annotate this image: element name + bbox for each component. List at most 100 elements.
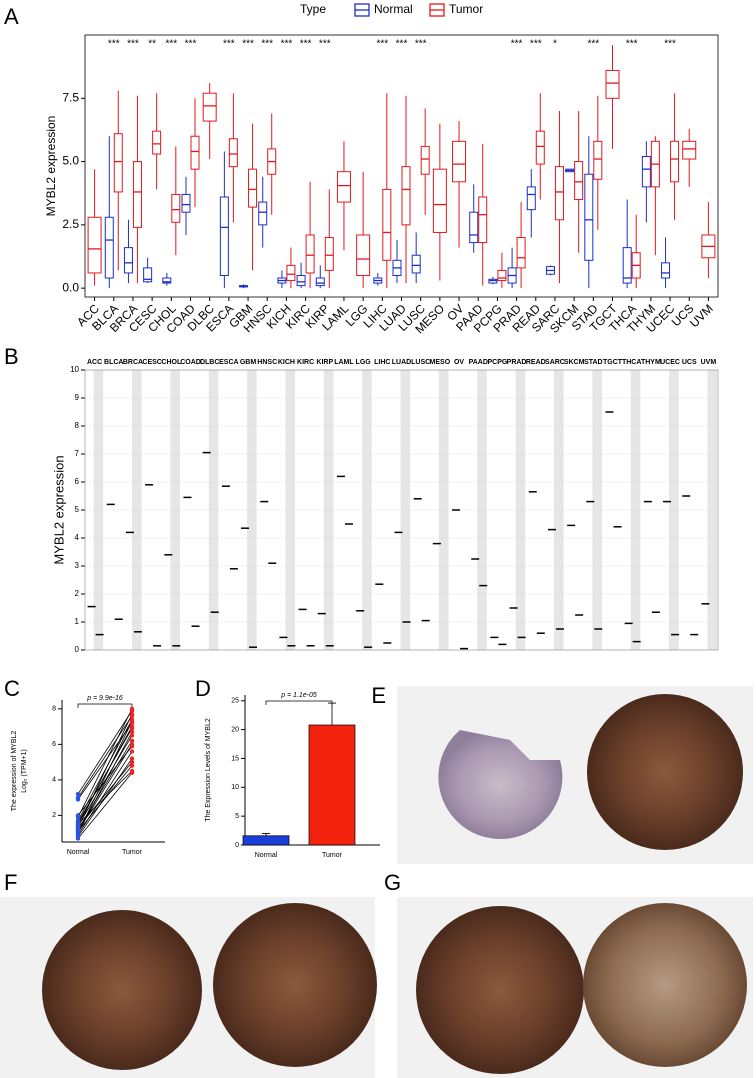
significance-label: *** bbox=[530, 39, 542, 50]
y-axis-label: MYBL2 expression bbox=[44, 116, 58, 217]
category-band bbox=[707, 370, 718, 650]
ihc-panel-e bbox=[397, 686, 753, 864]
box bbox=[682, 140, 697, 160]
box bbox=[219, 196, 229, 276]
box bbox=[171, 193, 181, 223]
significance-label: *** bbox=[319, 39, 331, 50]
significance-bracket bbox=[265, 700, 333, 705]
box bbox=[478, 196, 488, 244]
category-label: LIHC bbox=[374, 359, 390, 366]
box bbox=[574, 161, 584, 201]
box bbox=[202, 92, 217, 122]
ihc-panel-g bbox=[397, 897, 753, 1078]
point bbox=[129, 763, 135, 768]
legend-title: Type bbox=[300, 2, 326, 16]
significance-label: *** bbox=[396, 39, 408, 50]
category-label: LUSC bbox=[411, 359, 430, 366]
y-tick-label: 5.0 bbox=[62, 154, 79, 168]
box bbox=[584, 173, 594, 261]
category-label: UCEC bbox=[660, 359, 680, 366]
x-tick-label: Tumor bbox=[122, 849, 143, 856]
pair-line bbox=[77, 721, 133, 834]
box bbox=[526, 186, 536, 211]
ihc-panel-f bbox=[0, 897, 377, 1078]
category-label: READ bbox=[526, 359, 546, 366]
x-tick-label: UVM bbox=[687, 301, 716, 330]
pair-line bbox=[77, 765, 133, 832]
point bbox=[129, 729, 135, 735]
y-tick-label: 8 bbox=[52, 706, 56, 713]
significance-label: ** bbox=[148, 39, 156, 50]
category-band bbox=[247, 370, 257, 650]
box bbox=[315, 277, 325, 287]
significance-label: *** bbox=[261, 39, 273, 50]
category-band bbox=[323, 370, 334, 650]
box bbox=[258, 201, 268, 226]
box bbox=[113, 133, 123, 193]
y-axis-label: The Expression Levels of MYBL2 bbox=[205, 718, 212, 822]
category-label: UVM bbox=[701, 359, 717, 366]
significance-label: *** bbox=[185, 39, 197, 50]
panel-label: C bbox=[4, 676, 20, 701]
point bbox=[75, 822, 81, 827]
plot-frame bbox=[84, 369, 719, 651]
point bbox=[75, 813, 81, 818]
x-tick-label: Normal bbox=[255, 852, 278, 859]
y-axis-label: MYBL2 expression bbox=[51, 455, 66, 564]
significance-label: *** bbox=[127, 39, 139, 50]
box bbox=[104, 216, 114, 279]
y-tick-label: 0 bbox=[235, 842, 239, 849]
box bbox=[305, 234, 315, 274]
y-tick-label: 8 bbox=[75, 421, 80, 430]
significance-label: *** bbox=[664, 39, 676, 50]
point bbox=[129, 743, 135, 749]
bar bbox=[242, 835, 290, 846]
significance-label: * bbox=[553, 39, 557, 50]
category-label: HNSC bbox=[257, 359, 277, 366]
panel-label: A bbox=[4, 4, 19, 29]
point bbox=[75, 825, 81, 830]
pair-line bbox=[77, 710, 133, 795]
category-label: LGG bbox=[356, 359, 372, 366]
y-tick-label: 10 bbox=[231, 784, 239, 791]
point bbox=[75, 797, 81, 802]
point bbox=[129, 749, 135, 754]
category-label: ESCA bbox=[219, 359, 238, 366]
point bbox=[75, 830, 81, 836]
y-axis-label: Log₂ (TPM+1) bbox=[21, 749, 28, 793]
box bbox=[554, 166, 564, 221]
box bbox=[286, 264, 296, 282]
category-label: CESC bbox=[142, 359, 161, 366]
category-label: ACC bbox=[87, 359, 102, 366]
box bbox=[296, 274, 306, 287]
box bbox=[593, 140, 603, 180]
point bbox=[129, 719, 135, 724]
legend-label: Normal bbox=[374, 2, 413, 16]
point bbox=[75, 836, 81, 841]
error-bar bbox=[262, 833, 270, 836]
point bbox=[75, 791, 81, 797]
box bbox=[605, 69, 620, 99]
box bbox=[661, 262, 671, 279]
tissue-core bbox=[587, 694, 743, 850]
pair-line bbox=[77, 751, 133, 836]
point bbox=[129, 724, 135, 729]
category-label: BRCA bbox=[123, 359, 143, 366]
y-tick-label: 15 bbox=[231, 755, 239, 762]
box bbox=[452, 140, 467, 183]
category-label: GBM bbox=[240, 359, 257, 366]
panel-label: B bbox=[4, 344, 19, 369]
category-label: BLCA bbox=[104, 359, 123, 366]
x-tick-label: Tumor bbox=[322, 852, 343, 859]
box bbox=[535, 130, 545, 165]
y-tick-label: 1 bbox=[75, 617, 80, 626]
category-label: SARC bbox=[545, 359, 565, 366]
category-band bbox=[438, 370, 449, 650]
box bbox=[420, 145, 430, 175]
box bbox=[670, 140, 680, 183]
category-label: TGCT bbox=[603, 359, 623, 366]
y-tick-label: 3 bbox=[75, 561, 80, 570]
box bbox=[143, 267, 153, 283]
category-label: KIRC bbox=[297, 359, 314, 366]
box bbox=[622, 247, 632, 284]
